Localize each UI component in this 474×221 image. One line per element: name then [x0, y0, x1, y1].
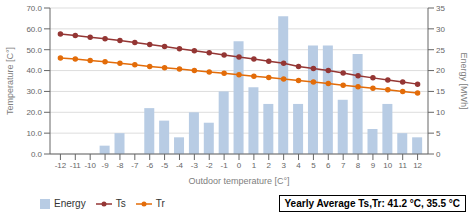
svg-text:40.0: 40.0 — [26, 66, 42, 75]
svg-text:-8: -8 — [116, 161, 124, 170]
html-text:Tr: Tr — [155, 198, 165, 209]
svg-text:0.0: 0.0 — [31, 150, 43, 159]
svg-text:0: 0 — [436, 150, 441, 159]
svg-text:15: 15 — [436, 87, 445, 96]
svg-text:12: 12 — [413, 161, 422, 170]
svg-text:-7: -7 — [131, 161, 139, 170]
svg-text:-2: -2 — [206, 161, 214, 170]
svg-text:10.0: 10.0 — [26, 129, 42, 138]
svg-text:-10: -10 — [84, 161, 96, 170]
svg-text:5: 5 — [436, 129, 441, 138]
svg-text:35: 35 — [436, 4, 445, 13]
svg-text:8: 8 — [356, 161, 361, 170]
svg-text:20.0: 20.0 — [26, 108, 42, 117]
svg-text:70.0: 70.0 — [26, 4, 42, 13]
svg-text:-3: -3 — [191, 161, 199, 170]
svg-text:-6: -6 — [146, 161, 154, 170]
svg-text:5: 5 — [311, 161, 316, 170]
svg-text:50.0: 50.0 — [26, 46, 42, 55]
svg-text:20: 20 — [436, 66, 445, 75]
svg-text:3: 3 — [281, 161, 286, 170]
svg-text:-5: -5 — [161, 161, 169, 170]
svg-text:11: 11 — [399, 161, 408, 170]
svg-text:25: 25 — [436, 46, 445, 55]
html-text:Yearly Average Ts,Tr: 41.2 °C,: Yearly Average Ts,Tr: 41.2 °C, 35.5 °C — [284, 198, 460, 209]
svg-text:-9: -9 — [102, 161, 110, 170]
svg-text:Temperature [C°]: Temperature [C°] — [8, 47, 15, 115]
html-text:Ts: Ts — [115, 198, 126, 209]
svg-text:-4: -4 — [176, 161, 184, 170]
svg-text:2: 2 — [267, 161, 272, 170]
html-text:Energy: Energy — [54, 198, 86, 209]
svg-text:Energy [MWh]: Energy [MWh] — [459, 52, 466, 109]
svg-text:Outdoor temperature [C°]: Outdoor temperature [C°] — [188, 176, 289, 186]
svg-text:10: 10 — [383, 161, 392, 170]
svg-text:-12: -12 — [55, 161, 67, 170]
svg-text:60.0: 60.0 — [26, 25, 42, 34]
svg-text:1: 1 — [252, 161, 257, 170]
svg-text:-1: -1 — [221, 161, 229, 170]
svg-text:10: 10 — [436, 108, 445, 117]
svg-text:30.0: 30.0 — [26, 87, 42, 96]
svg-text:4: 4 — [296, 161, 301, 170]
svg-text:0: 0 — [237, 161, 242, 170]
svg-text:7: 7 — [341, 161, 346, 170]
svg-text:30: 30 — [436, 25, 445, 34]
svg-text:6: 6 — [326, 161, 331, 170]
svg-text:9: 9 — [371, 161, 376, 170]
svg-text:-11: -11 — [70, 161, 82, 170]
